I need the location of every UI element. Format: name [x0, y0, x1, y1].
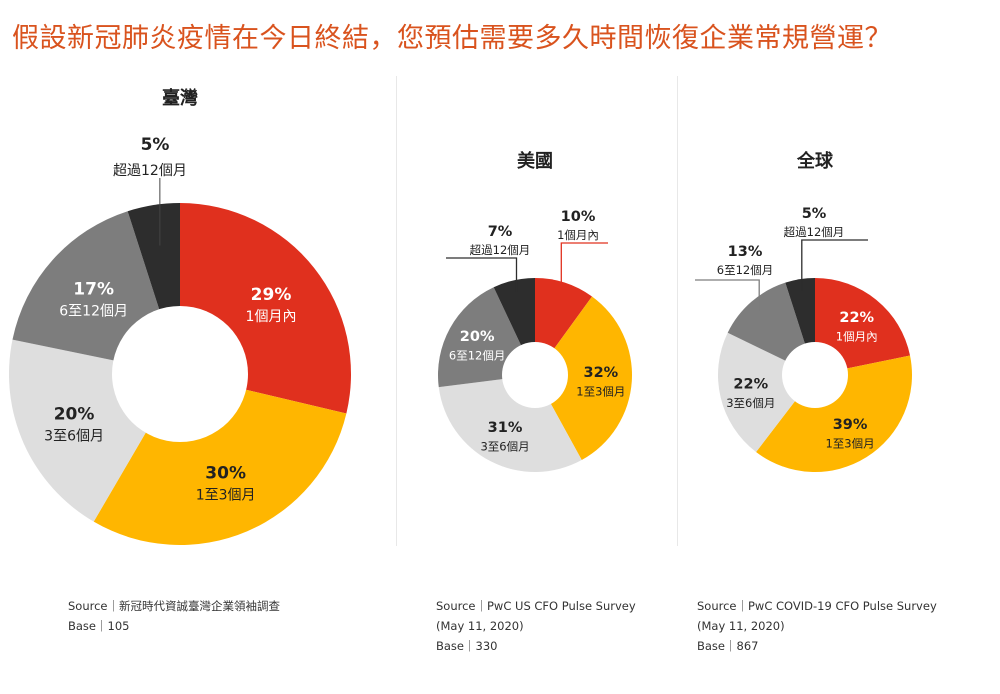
category-label: 超過12個月	[113, 163, 187, 179]
data-label: 22%	[733, 376, 768, 392]
base-line: Base｜867	[697, 639, 759, 653]
base-line: Base｜330	[436, 639, 498, 653]
source-note-us: Source｜PwC US CFO Pulse Survey (May 11, …	[436, 596, 636, 656]
data-label: 30%	[205, 464, 246, 484]
column-divider	[396, 76, 397, 546]
data-label: 7%	[488, 224, 513, 240]
source-line: Source｜PwC US CFO Pulse Survey	[436, 599, 636, 613]
base-line: Base｜105	[68, 619, 130, 633]
leader-line	[560, 242, 608, 295]
date-line: (May 11, 2020)	[436, 619, 524, 633]
category-label: 超過12個月	[784, 225, 845, 239]
category-label: 3至6個月	[44, 428, 104, 444]
category-label: 1個月內	[836, 329, 878, 343]
category-label: 6至12個月	[717, 263, 773, 277]
category-label: 6至12個月	[59, 304, 128, 320]
leader-line	[695, 279, 760, 311]
category-label: 3至6個月	[480, 439, 529, 453]
category-label: 1至3個月	[576, 385, 625, 399]
source-note-taiwan: Source｜新冠時代資誠臺灣企業領袖調查 Base｜105	[68, 596, 280, 636]
category-label: 1個月內	[557, 228, 599, 242]
category-label: 1至3個月	[825, 436, 874, 450]
chart-title: 美國	[517, 150, 553, 172]
category-label: 6至12個月	[449, 349, 505, 363]
category-label: 1個月內	[246, 309, 297, 325]
pie-slice	[718, 332, 815, 453]
page-title: 假設新冠肺炎疫情在今日終結，您預估需要多久時間恢復企業常規營運？	[12, 23, 892, 54]
pie-slice	[535, 296, 632, 460]
pie-slice	[756, 355, 912, 472]
data-label: 20%	[54, 404, 95, 424]
data-label: 20%	[460, 329, 495, 345]
leader-line	[446, 257, 518, 292]
donut-hole	[502, 342, 568, 408]
data-label: 13%	[728, 244, 763, 260]
source-line: Source｜PwC COVID-19 CFO Pulse Survey	[697, 599, 937, 613]
data-label: 17%	[73, 280, 114, 300]
data-label: 32%	[584, 365, 619, 381]
date-line: (May 11, 2020)	[697, 619, 785, 633]
donut-hole	[112, 306, 248, 442]
data-label: 29%	[251, 285, 292, 305]
data-label: 39%	[833, 417, 868, 433]
source-note-global: Source｜PwC COVID-19 CFO Pulse Survey (Ma…	[697, 596, 937, 656]
category-label: 超過12個月	[470, 243, 531, 257]
chart-title: 臺灣	[162, 87, 198, 109]
category-label: 3至6個月	[726, 396, 775, 410]
leader-line	[801, 239, 868, 291]
pie-slice	[815, 278, 911, 375]
data-label: 5%	[802, 206, 827, 222]
source-line: Source｜新冠時代資誠臺灣企業領袖調查	[68, 599, 280, 613]
data-label: 10%	[561, 209, 596, 225]
data-label: 22%	[839, 310, 874, 326]
chart-title: 全球	[796, 150, 834, 172]
column-divider	[677, 76, 678, 546]
category-label: 1至3個月	[196, 488, 256, 504]
data-label: 5%	[141, 135, 170, 155]
donut-hole	[782, 342, 848, 408]
data-label: 31%	[488, 420, 523, 436]
